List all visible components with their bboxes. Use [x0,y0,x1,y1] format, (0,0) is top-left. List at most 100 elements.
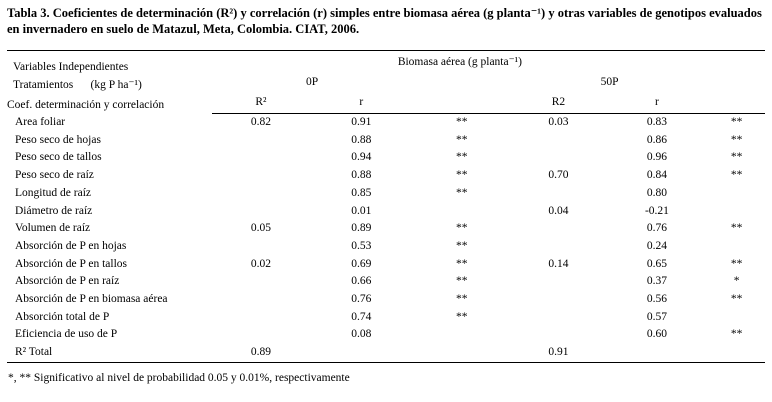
cell-value: 0.37 [646,275,668,288]
cell-value [212,291,311,309]
cell-value: 0.69 [351,257,372,270]
group-spacer [708,73,765,91]
row-label: Area foliar [15,116,66,128]
cell-value: ** [456,116,468,128]
cell-value: 0.96 [646,151,668,164]
cell-value: ** [456,222,468,235]
col-header-r-50p: r [605,91,709,114]
header-row-columns: R² r R2 r [7,91,765,114]
cell-value: -0.21 [644,204,669,217]
cell-value: 0.91 [511,344,606,363]
col-header-r-0p: r [310,91,413,114]
row-label: Peso seco de raíz [15,169,94,182]
cell-value: 0.56 [646,293,668,306]
results-table: Variables Independientes Tratamientos (k… [7,50,765,363]
table-row: Peso seco de tallos 0.94 ** 0.96 ** [7,149,765,167]
cell-value [511,220,606,238]
header-row-groups: 0P 50P [7,73,765,91]
cell-value [511,132,606,150]
cell-value: 0.84 [646,169,668,182]
header-spacer [708,51,765,74]
cell-value [511,185,606,203]
cell-value [708,185,765,203]
header-variables-label: Variables Independientes [13,60,129,73]
cell-value [412,344,512,363]
cell-value: ** [456,239,468,252]
row-label: Absorción de P en tallos [15,257,128,270]
row-label: Absorción total de P [15,310,110,323]
col-header-sig-50p [708,91,765,114]
cell-value: ** [456,275,468,288]
cell-value [212,203,311,221]
table-row: Absorción de P en hojas 0.53 ** 0.24 [7,238,765,256]
cell-value [605,344,709,363]
cell-value: 0.88 [351,133,372,146]
cell-value [511,291,606,309]
header-left-block: Variables Independientes Tratamientos (k… [7,51,212,114]
table-row: Volumen de raíz 0.05 0.89 ** 0.76 ** [7,220,765,238]
cell-value [511,238,606,256]
cell-value [212,273,311,291]
cell-value: 0.01 [351,204,372,217]
cell-value [413,326,512,344]
cell-value: 0.14 [548,257,569,270]
row-label: Longitud de raíz [15,186,92,199]
cell-value [413,203,512,221]
cell-value [212,167,311,185]
cell-value [708,238,765,256]
cell-value: 0.80 [646,186,668,199]
cell-value [708,344,765,363]
row-label: Peso seco de tallos [15,151,102,164]
cell-value [212,132,311,150]
header-biomass-title: Biomasa aérea (g planta⁻¹) [397,56,522,68]
cell-value [708,309,765,327]
table-row: Area foliar 0.82 0.91 ** 0.03 0.83 ** [7,114,765,132]
row-label: Eficiencia de uso de P [15,328,118,341]
cell-value [212,185,311,203]
cell-value: 0.86 [646,133,668,146]
cell-value [212,149,311,167]
cell-value [212,309,311,327]
cell-value: 0.76 [351,293,372,306]
cell-value [511,273,606,291]
table-body: Area foliar 0.82 0.91 ** 0.03 0.83 ** Peso seco… [7,114,765,363]
cell-value: * [733,275,740,288]
cell-value: ** [456,133,468,146]
cell-value: 0.85 [351,186,372,199]
cell-value: 0.89 [351,222,372,235]
cell-value: 0.57 [646,310,668,323]
cell-value: 0.91 [351,116,372,128]
table-row: Absorción de P en raíz 0.66 ** 0.37 * [7,273,765,291]
cell-value: 0.05 [250,222,271,235]
col-header-r2-0p: R² [211,91,311,114]
cell-value: ** [730,257,743,270]
significance-footnote: *, ** Significativo al nivel de probabil… [8,371,350,384]
table-row: Peso seco de hojas 0.88 ** 0.86 ** [7,132,765,150]
cell-value: ** [730,116,743,128]
cell-value: 0.74 [351,310,372,323]
cell-value: ** [456,186,468,199]
cell-value: 0.65 [646,257,668,270]
row-label: Peso seco de hojas [15,133,101,146]
cell-value: ** [456,169,468,182]
cell-value: 0.88 [351,169,372,182]
cell-value: 0.02 [250,257,271,270]
table-row: Longitud de raíz 0.85 ** 0.80 [7,185,765,203]
cell-value [212,326,311,344]
header-row-biomass: Variables Independientes Tratamientos (k… [7,51,765,111]
header-treatments-label: Tratamientos (kg P ha⁻¹) [13,78,142,91]
row-label: Absorción de P en hojas [15,239,127,252]
cell-value [511,149,606,167]
cell-value: 0.89 [211,344,311,363]
table-row: Eficiencia de uso de P 0.08 0.60 ** [7,326,765,344]
group-header-50p: 50P [600,76,619,88]
cell-value: ** [730,293,743,306]
row-label: Absorción de P en biomasa aérea [15,293,168,306]
table-row: R² Total 0.89 0.91 [7,344,765,363]
cell-value: 0.60 [646,328,668,341]
row-label: Volumen de raíz [15,222,91,235]
cell-value: 0.04 [548,204,569,217]
group-spacer [413,73,512,91]
cell-value [212,238,311,256]
